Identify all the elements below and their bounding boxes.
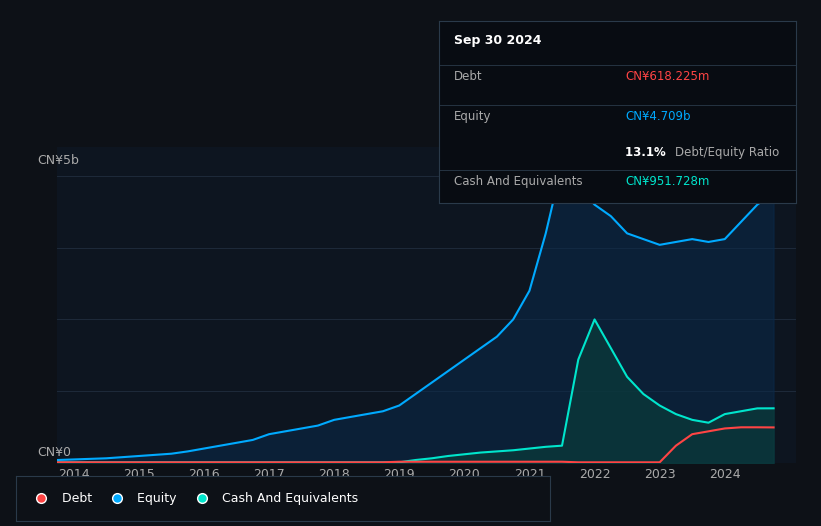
Text: Sep 30 2024: Sep 30 2024 bbox=[453, 34, 541, 47]
Text: Debt: Debt bbox=[453, 70, 482, 83]
Text: CN¥951.728m: CN¥951.728m bbox=[625, 175, 709, 188]
Text: Debt/Equity Ratio: Debt/Equity Ratio bbox=[675, 146, 779, 159]
Text: Cash And Equivalents: Cash And Equivalents bbox=[453, 175, 582, 188]
Text: 13.1%: 13.1% bbox=[625, 146, 670, 159]
Text: CN¥618.225m: CN¥618.225m bbox=[625, 70, 709, 83]
Text: Equity: Equity bbox=[453, 110, 491, 123]
Legend:  Debt,  Equity,  Cash And Equivalents: Debt, Equity, Cash And Equivalents bbox=[23, 485, 365, 511]
Text: CN¥5b: CN¥5b bbox=[37, 154, 79, 167]
Text: CN¥0: CN¥0 bbox=[37, 446, 71, 459]
Text: CN¥4.709b: CN¥4.709b bbox=[625, 110, 690, 123]
